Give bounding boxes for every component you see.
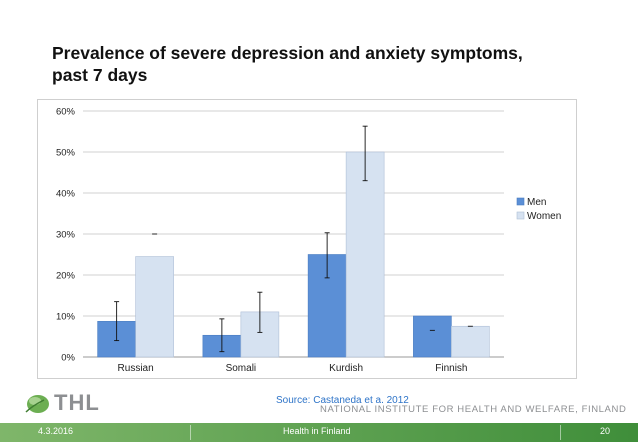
legend-swatch-women bbox=[516, 211, 525, 220]
y-tick-label: 50% bbox=[56, 148, 76, 159]
legend-swatch-men bbox=[516, 197, 525, 206]
y-tick-label: 10% bbox=[56, 312, 76, 323]
source-note: Source: Castaneda et a. 2012 bbox=[276, 395, 409, 406]
footer-date: 4.3.2016 bbox=[38, 426, 74, 436]
chart-frame: 0% 10% 20% 30% 40% 50% 60% Russian Somali Kurdish… bbox=[37, 99, 577, 379]
y-tick-label: 20% bbox=[56, 271, 76, 282]
footer-divider bbox=[560, 425, 561, 440]
title-line-1: Prevalence of severe depression and anxi… bbox=[52, 43, 523, 63]
y-tick-label: 40% bbox=[56, 189, 76, 200]
x-tick-label: Somali bbox=[226, 363, 257, 374]
slide-title: Prevalence of severe depression and anxi… bbox=[52, 42, 612, 86]
footer-center-text: Health in Finland bbox=[283, 426, 351, 436]
page-number: 20 bbox=[599, 426, 610, 436]
footer-bar: 4.3.2016 Health in Finland 20 bbox=[0, 423, 638, 442]
bar-women bbox=[451, 325, 490, 358]
legend-label-women: Women bbox=[527, 211, 561, 222]
leaf-logo-icon bbox=[25, 395, 49, 413]
x-tick-label: Russian bbox=[118, 363, 154, 374]
thl-logo: THL bbox=[22, 390, 132, 416]
legend-label-men: Men bbox=[527, 197, 546, 208]
bar-women bbox=[135, 256, 174, 358]
x-tick-label: Kurdish bbox=[329, 363, 363, 374]
y-tick-label: 60% bbox=[56, 107, 76, 118]
logo-text: THL bbox=[54, 390, 100, 415]
y-tick-label: 30% bbox=[56, 230, 76, 241]
title-line-2: past 7 days bbox=[52, 65, 148, 85]
bar-women bbox=[345, 151, 385, 358]
institute-name: NATIONAL INSTITUTE FOR HEALTH AND WELFAR… bbox=[320, 404, 627, 415]
x-tick-label: Finnish bbox=[435, 363, 467, 374]
footer-divider bbox=[190, 425, 191, 440]
y-tick-label: 0% bbox=[61, 353, 75, 364]
bar-men bbox=[413, 315, 452, 358]
bar-chart: 0% 10% 20% 30% 40% 50% 60% Russian Somali Kurdish… bbox=[56, 107, 561, 375]
